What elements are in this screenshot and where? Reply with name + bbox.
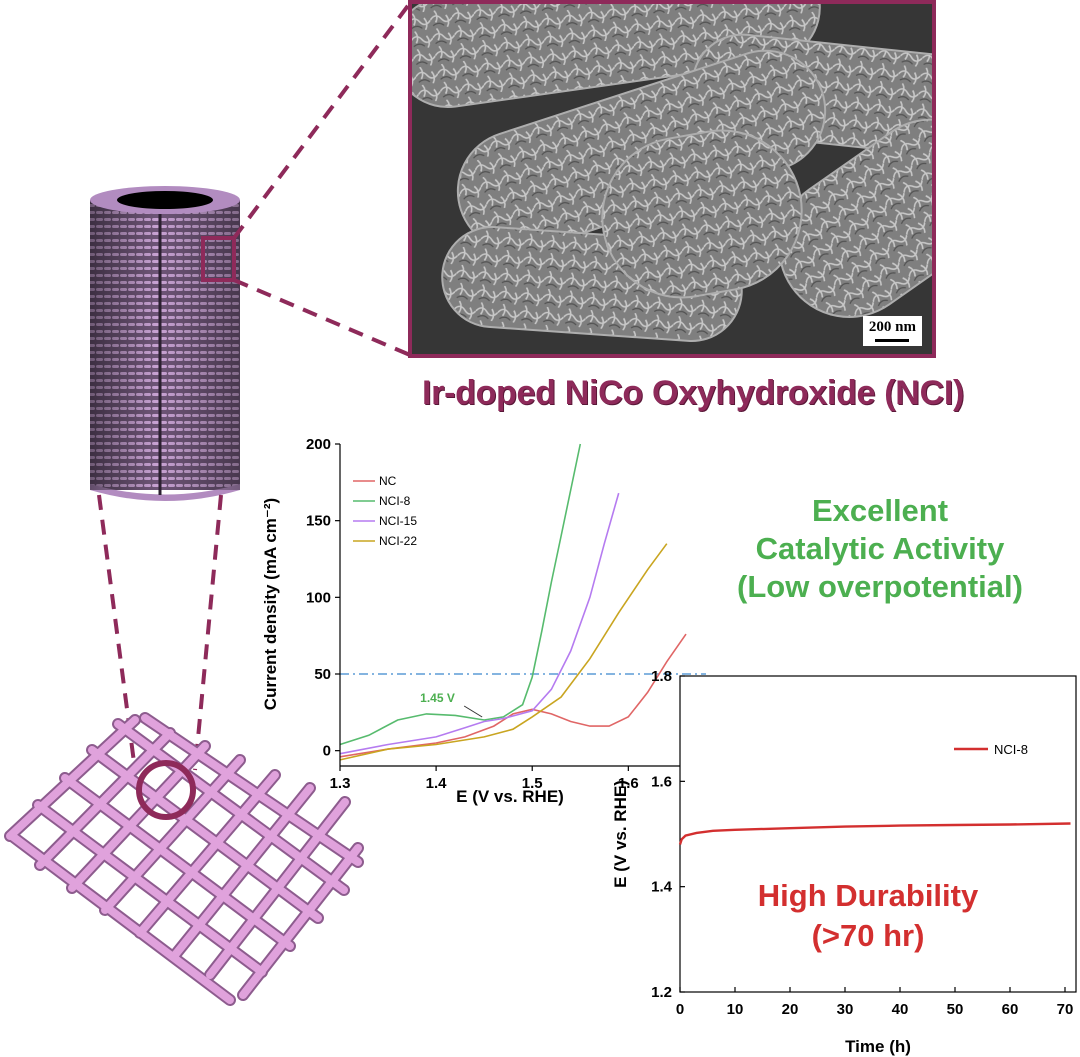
sem-texture <box>412 4 932 354</box>
lsv-x-tick-label: 1.4 <box>426 775 448 792</box>
lsv-series-line-nci-22 <box>339 543 668 761</box>
durability-line-1: High Durability <box>757 878 979 913</box>
lsv-legend-label: NCI-8 <box>379 494 411 508</box>
page-title: Ir-doped NiCo Oxyhydroxide (NCI) <box>422 374 964 412</box>
lsv-x-tick-label: 1.6 <box>618 775 639 792</box>
lsv-x-tick-label: 1.3 <box>330 775 351 792</box>
durability-x-tick-label: 10 <box>727 1001 744 1018</box>
nanowire-cylinder <box>90 186 240 501</box>
lsv-x-tick-label: 1.5 <box>522 775 543 792</box>
durability-x-tick-label: 20 <box>782 1001 799 1018</box>
durability-x-tick-label: 40 <box>892 1001 909 1018</box>
durability-plot-area <box>679 675 1077 993</box>
durability-x-axis-label: Time (h) <box>845 1037 911 1056</box>
activity-line-2: Catalytic Activity <box>755 531 1005 566</box>
durability-y-tick-label: 1.2 <box>651 984 672 1001</box>
lsv-annotation-arrow <box>463 705 483 718</box>
durability-y-tick-label: 1.4 <box>651 879 673 896</box>
durability-callout: High Durability (>70 hr) <box>728 876 1008 956</box>
lsv-series-line-nc <box>339 633 687 758</box>
lsv-chart: 1.3 1.4 1.5 1.6 0 50 100 150 200 NC NCI-8 NCI-15 NC… <box>261 436 706 806</box>
lsv-x-axis-label: E (V vs. RHE) <box>456 787 564 806</box>
lsv-y-tick-label: 0 <box>323 743 331 760</box>
lsv-y-tick-label: 100 <box>306 589 331 606</box>
durability-series-line-nci-8 <box>678 822 1071 845</box>
lsv-y-axis-label: Current density (mA cm⁻²) <box>261 498 280 710</box>
durability-y-axis-label: E (V vs. RHE) <box>611 780 630 888</box>
durability-x-tick-label: 50 <box>947 1001 964 1018</box>
durability-x-tick-label: 60 <box>1002 1001 1019 1018</box>
lsv-legend-label: NCI-22 <box>379 534 417 548</box>
activity-line-3: (Low overpotential) <box>737 569 1023 604</box>
lsv-annotation: 1.45 V <box>420 691 455 705</box>
durability-line-2: (>70 hr) <box>811 918 925 953</box>
durability-legend-label: NCI-8 <box>994 742 1028 757</box>
zoom-box <box>201 236 236 282</box>
lsv-plot-area <box>340 444 686 766</box>
lsv-series-line-nci-15 <box>339 492 620 755</box>
lsv-y-tick-label: 200 <box>306 436 331 453</box>
lsv-legend-label: NC <box>379 474 397 488</box>
sem-micrograph: 200 nm <box>408 0 936 358</box>
durability-chart: 0 10 20 30 40 50 60 70 1.2 1.4 1.6 1.8 NCI-8 E (V v… <box>611 668 1077 1056</box>
lsv-y-tick-label: 150 <box>306 513 331 530</box>
zoom-circle <box>136 760 196 820</box>
durability-x-tick-label: 0 <box>676 1001 684 1018</box>
lsv-series-line-nci-8 <box>339 443 582 746</box>
durability-y-tick-label: 1.6 <box>651 773 672 790</box>
durability-y-tick-label: 1.8 <box>651 668 672 685</box>
activity-line-1: Excellent <box>811 493 949 528</box>
scale-bar: 200 nm <box>862 316 922 346</box>
woven-mesh <box>4 712 364 1006</box>
scale-bar-line <box>875 339 910 342</box>
illustration-panel <box>4 1 412 1006</box>
durability-x-tick-label: 30 <box>837 1001 854 1018</box>
durability-x-tick-label: 70 <box>1057 1001 1074 1018</box>
activity-callout: Excellent Catalytic Activity (Low overpo… <box>720 492 1040 606</box>
lsv-legend-label: NCI-15 <box>379 514 417 528</box>
lsv-y-tick-label: 50 <box>314 666 331 683</box>
scale-bar-label: 200 nm <box>868 319 916 335</box>
